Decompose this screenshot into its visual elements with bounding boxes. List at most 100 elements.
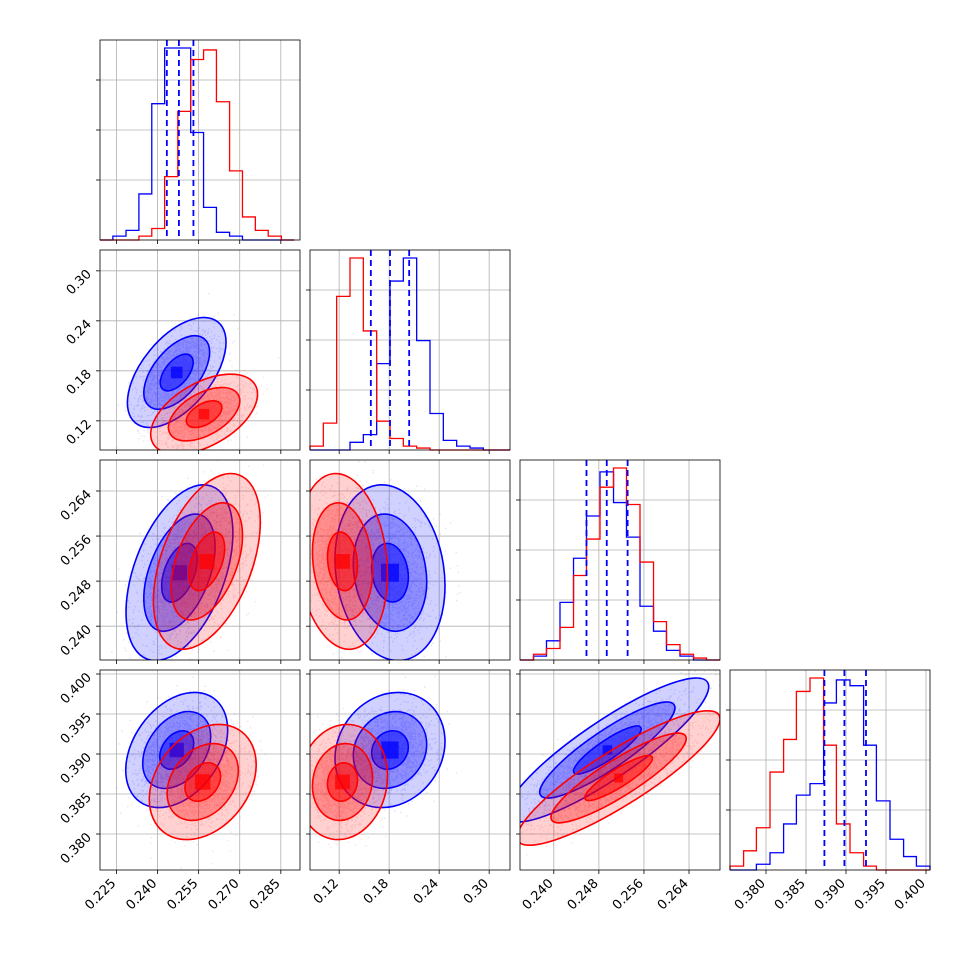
panel-frame bbox=[99, 249, 301, 451]
panel-frame bbox=[309, 459, 511, 661]
density-core-red bbox=[198, 408, 210, 420]
histogram-red bbox=[520, 467, 720, 661]
contour-red bbox=[326, 531, 359, 592]
x-tick-label: 0.400 bbox=[892, 876, 929, 913]
panel-frame bbox=[309, 669, 511, 871]
corner-panels: 0.380 0.385 0.390 0.395 0.4000.120.180.240.3… bbox=[58, 39, 931, 913]
y-tick-label: 0.390 bbox=[58, 750, 95, 787]
contour-blue bbox=[143, 335, 211, 410]
y-tick-label: 0.385 bbox=[58, 790, 95, 827]
panel-frame bbox=[729, 669, 931, 871]
histogram-panel-3: 0.380 0.385 0.390 0.395 0.400 bbox=[726, 669, 931, 913]
x-tick-label: 0.12 bbox=[311, 876, 342, 907]
x-tick-label: 0.285 bbox=[247, 876, 284, 913]
scatter-panel-1-2 bbox=[306, 459, 511, 664]
contour-red bbox=[167, 386, 241, 442]
contour-blue bbox=[334, 691, 446, 809]
contour-red bbox=[184, 761, 222, 802]
histogram-panel-2 bbox=[516, 459, 721, 664]
panel-frame bbox=[519, 669, 721, 871]
scatter-points-blue bbox=[321, 461, 461, 660]
contour-red bbox=[520, 709, 720, 846]
panel-frame bbox=[309, 249, 511, 451]
scatter-panel-0-3: 0.225 0.240 0.255 0.270 0.285 0.3800.3850.390… bbox=[58, 669, 301, 913]
panel-frame bbox=[99, 39, 301, 241]
y-tick-label: 0.12 bbox=[64, 417, 95, 448]
contour-red bbox=[149, 373, 259, 450]
histogram-red bbox=[100, 49, 295, 241]
histogram-blue bbox=[100, 47, 295, 241]
scatter-points-red bbox=[310, 460, 400, 659]
y-tick-label: 0.248 bbox=[58, 577, 95, 614]
contour-red bbox=[311, 502, 374, 621]
contour-blue bbox=[572, 725, 642, 775]
contour-red bbox=[326, 761, 359, 802]
x-tick-label: 0.256 bbox=[610, 876, 647, 913]
y-tick-label: 0.400 bbox=[58, 670, 95, 707]
contour-red bbox=[583, 754, 654, 802]
x-tick-label: 0.380 bbox=[732, 876, 769, 913]
x-tick-label: 0.18 bbox=[361, 876, 392, 907]
contour-red bbox=[311, 742, 374, 822]
density-core-blue bbox=[602, 745, 613, 755]
x-tick-label: 0.24 bbox=[411, 876, 442, 907]
x-tick-label: 0.240 bbox=[123, 876, 160, 913]
density-core-red bbox=[195, 774, 211, 790]
contour-red bbox=[310, 723, 389, 841]
scatter-panel-0-2: 0.240 0.248 0.256 0.264 bbox=[58, 459, 301, 664]
scatter-panel-2-3: 0.240 0.248 0.256 0.264 bbox=[516, 669, 721, 913]
density-core-red bbox=[335, 774, 350, 790]
x-tick-label: 0.264 bbox=[655, 876, 692, 913]
panel-content bbox=[520, 670, 720, 856]
panel-content bbox=[115, 676, 266, 869]
histogram-panel-0 bbox=[96, 39, 301, 244]
scatter-panel-1-3: 0.12 0.18 0.24 0.30 bbox=[306, 669, 511, 907]
panel-content bbox=[100, 292, 280, 450]
histogram-panel-1 bbox=[306, 249, 511, 454]
scatter-points-blue bbox=[100, 292, 239, 449]
x-tick-label: 0.270 bbox=[206, 876, 243, 913]
x-tick-label: 0.390 bbox=[812, 876, 849, 913]
density-core-red bbox=[199, 553, 215, 569]
y-tick-label: 0.264 bbox=[58, 487, 95, 524]
x-tick-label: 0.30 bbox=[461, 876, 492, 907]
panel-frame bbox=[99, 459, 301, 661]
density-core-blue bbox=[381, 563, 399, 582]
density-core-blue bbox=[171, 565, 188, 581]
contour-red bbox=[148, 723, 257, 841]
x-tick-label: 0.248 bbox=[565, 876, 602, 913]
contour-red bbox=[170, 502, 244, 621]
contour-blue bbox=[126, 316, 227, 429]
x-tick-label: 0.395 bbox=[852, 876, 889, 913]
y-tick-label: 0.30 bbox=[64, 267, 95, 298]
panel-frame bbox=[519, 459, 721, 661]
y-tick-label: 0.24 bbox=[64, 317, 95, 348]
contour-blue bbox=[538, 701, 676, 799]
x-tick-label: 0.385 bbox=[772, 876, 809, 913]
density-core-blue bbox=[170, 366, 183, 379]
x-tick-label: 0.225 bbox=[82, 876, 119, 913]
contour-red bbox=[152, 472, 262, 651]
contour-red bbox=[166, 742, 240, 822]
contour-blue bbox=[352, 710, 428, 790]
y-tick-label: 0.256 bbox=[58, 532, 95, 569]
density-core-red bbox=[614, 773, 624, 783]
density-core-blue bbox=[381, 741, 399, 759]
panel-frame bbox=[99, 669, 301, 871]
y-tick-label: 0.395 bbox=[58, 710, 95, 747]
panel-content bbox=[310, 460, 461, 660]
panel-content bbox=[111, 460, 269, 660]
contour-red bbox=[188, 531, 226, 592]
contour-red bbox=[550, 732, 687, 824]
contour-blue bbox=[159, 353, 194, 392]
y-tick-label: 0.380 bbox=[58, 830, 95, 867]
y-tick-label: 0.18 bbox=[64, 367, 95, 398]
scatter-panel-0-1: 0.12 0.18 0.24 0.30 bbox=[64, 249, 301, 454]
x-tick-label: 0.255 bbox=[165, 876, 202, 913]
y-tick-label: 0.240 bbox=[58, 622, 95, 659]
contour-blue bbox=[125, 483, 234, 660]
panel-content bbox=[310, 675, 458, 849]
histogram-red bbox=[729, 677, 930, 871]
histogram-blue bbox=[310, 257, 510, 451]
